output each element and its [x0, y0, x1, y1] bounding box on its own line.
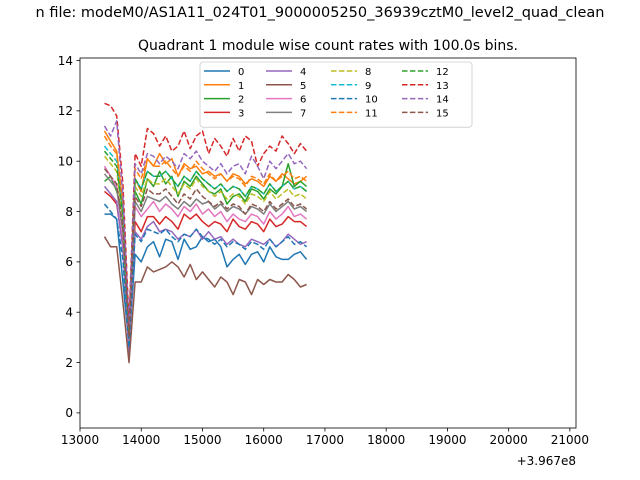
x-tick-label: 14000	[122, 433, 160, 447]
y-tick-label: 0	[65, 406, 73, 420]
legend-label-0: 0	[238, 67, 244, 78]
y-tick-label: 14	[58, 54, 73, 68]
legend-label-13: 13	[436, 81, 449, 92]
series-line-8	[103, 155, 308, 336]
legend-label-4: 4	[300, 67, 306, 78]
series-line-12	[103, 150, 308, 334]
legend-box	[199, 61, 473, 128]
plot-area: 13000 14000 15000 16000 17000 18000 19000 20000…	[58, 54, 589, 447]
legend-label-5: 5	[300, 81, 306, 92]
y-tick-label: 12	[58, 104, 73, 118]
legend-label-11: 11	[365, 108, 378, 119]
series-line-0	[104, 213, 308, 346]
legend-label-6: 6	[300, 95, 306, 106]
y-tick-label: 2	[65, 356, 73, 370]
y-tick-label: 4	[65, 306, 73, 320]
series-lines	[103, 102, 308, 364]
legend-label-12: 12	[436, 67, 449, 78]
series-line-7	[103, 173, 308, 341]
series-line-6	[103, 165, 308, 346]
x-tick-label: 17000	[306, 433, 344, 447]
y-tick-label: 8	[65, 205, 73, 219]
x-tick-label: 13000	[61, 433, 99, 447]
series-line-11	[103, 135, 308, 331]
axes-frame	[79, 57, 577, 429]
y-tick-label: 6	[65, 255, 73, 269]
legend-label-10: 10	[365, 95, 378, 106]
legend-label-9: 9	[365, 81, 371, 92]
x-tick-label: 21000	[551, 433, 589, 447]
series-line-10	[103, 203, 308, 349]
series-line-13	[104, 102, 308, 324]
x-tick-label: 18000	[367, 433, 405, 447]
x-offset-label: +3.967e8	[517, 454, 576, 468]
series-line-14	[103, 120, 308, 329]
series-line-2	[104, 162, 308, 329]
x-tick-label: 16000	[245, 433, 283, 447]
legend-label-14: 14	[436, 95, 449, 106]
legend-label-3: 3	[238, 108, 244, 119]
figure-suptitle: n file: modeM0/AS1A11_024T01_9000005250_…	[36, 5, 605, 21]
y-tick-label: 10	[58, 154, 73, 168]
x-tick-label: 20000	[490, 433, 528, 447]
x-tick-label: 15000	[183, 433, 221, 447]
legend-label-7: 7	[300, 108, 306, 119]
x-tick-label: 19000	[428, 433, 466, 447]
chart-title: Quadrant 1 module wise count rates with …	[138, 38, 518, 54]
series-line-5	[103, 236, 307, 364]
legend-label-2: 2	[238, 95, 244, 106]
legend-label-8: 8	[365, 67, 371, 78]
series-line-3	[104, 190, 308, 349]
series-line-15	[103, 168, 308, 339]
legend-label-15: 15	[436, 108, 449, 119]
legend-label-1: 1	[238, 81, 244, 92]
